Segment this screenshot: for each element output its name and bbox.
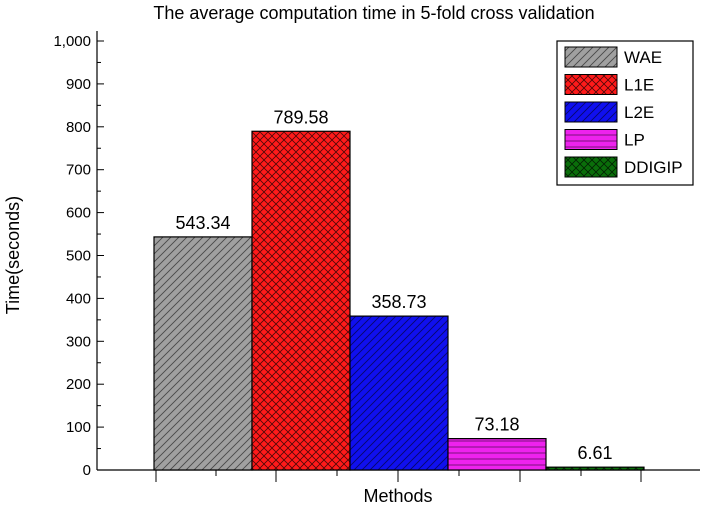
x-ticks — [155, 470, 642, 482]
legend-label-l2e: L2E — [624, 103, 654, 122]
y-tick-label: 500 — [66, 248, 91, 265]
data-label-l1e: 789.58 — [273, 107, 328, 127]
data-labels: 543.34 789.58 358.73 73.18 6.61 — [175, 107, 612, 463]
legend-swatch-lp — [564, 129, 618, 150]
legend-swatch-l2e — [564, 101, 618, 123]
y-tick-label: 600 — [66, 205, 91, 222]
legend: WAE L1E L2E LP DDIGIP — [556, 40, 694, 186]
legend-label-l1e: L1E — [624, 76, 654, 95]
bar-ddigip — [545, 466, 645, 471]
bar-lp — [447, 438, 547, 471]
y-tick-label: 300 — [66, 333, 91, 350]
y-tick-label: 100 — [66, 419, 91, 436]
legend-swatch-l1e — [564, 74, 618, 95]
y-tick-label: 0 — [83, 462, 91, 479]
data-label-wae: 543.34 — [175, 213, 230, 233]
legend-label-lp: LP — [624, 131, 645, 150]
y-tick-label: 700 — [66, 162, 91, 179]
y-tick-label: 900 — [66, 76, 91, 93]
bars — [153, 130, 645, 471]
legend-swatch-ddigip — [564, 156, 618, 178]
y-tick-label: 400 — [66, 290, 91, 307]
bar-wae — [153, 236, 253, 471]
legend-label-wae: WAE — [624, 48, 662, 67]
legend-label-ddigip: DDIGIP — [624, 158, 683, 177]
y-tick-label: 200 — [66, 376, 91, 393]
chart-title: The average computation time in 5-fold c… — [153, 3, 594, 23]
bar-l1e — [251, 130, 351, 471]
bar-l2e — [349, 315, 449, 471]
data-label-l2e: 358.73 — [371, 292, 426, 312]
data-label-lp: 73.18 — [474, 415, 519, 435]
y-tick-label: 800 — [66, 119, 91, 136]
x-axis-label: Methods — [363, 486, 432, 506]
data-label-ddigip: 6.61 — [577, 443, 612, 463]
y-tick-label: 1,000 — [53, 33, 91, 50]
y-axis-label: Time(seconds) — [3, 196, 23, 314]
legend-swatch-wae — [564, 46, 618, 68]
y-ticks: 0 100 200 300 400 500 600 700 800 900 1,000 — [53, 33, 104, 479]
